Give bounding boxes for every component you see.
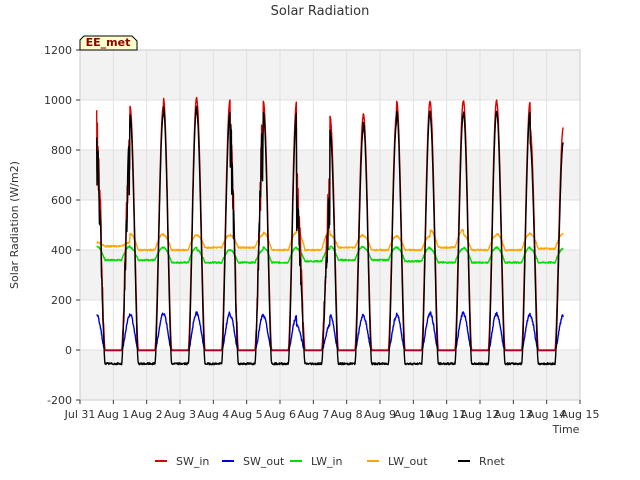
x-tick-label: Aug 3 xyxy=(164,408,196,421)
x-tick-label: Jul 31 xyxy=(64,408,96,421)
legend: SW_in SW_out LW_in LW_out Rnet xyxy=(155,455,505,468)
x-tick-label: Aug 8 xyxy=(331,408,363,421)
series-line-lw-out xyxy=(96,228,564,252)
x-axis-ticks: Jul 31 Aug 1 Aug 2 Aug 3 Aug 4 Aug 5 Aug 6 Aug … xyxy=(64,400,600,421)
legend-label-sw-out: SW_out xyxy=(243,455,285,468)
x-tick-label: Aug 12 xyxy=(461,408,500,421)
y-axis-ticks: -200 0 200 400 600 800 1000 1200 xyxy=(44,44,80,407)
y-tick-label: 800 xyxy=(51,144,72,157)
station-label-background xyxy=(79,35,138,51)
x-tick-label: Aug 7 xyxy=(297,408,329,421)
plot-frame xyxy=(79,49,581,401)
station-label-box: EE_met xyxy=(79,35,138,51)
y-axis-label: Solar Radiation (W/m2) xyxy=(8,161,21,289)
x-tick-label: Aug 6 xyxy=(264,408,296,421)
series-line-rnet xyxy=(96,105,564,366)
chart-title: Solar Radiation xyxy=(271,4,370,19)
y-tick-label: 1000 xyxy=(44,94,72,107)
x-tick-label: Aug 1 xyxy=(97,408,129,421)
y-tick-label: 0 xyxy=(65,344,72,357)
series-line-lw-in xyxy=(96,244,564,264)
station-label: EE_met xyxy=(86,36,131,49)
shaded-band-3 xyxy=(80,50,580,100)
x-tick-label: Aug 2 xyxy=(131,408,163,421)
x-tick-label: Aug 9 xyxy=(364,408,396,421)
y-tick-label: 400 xyxy=(51,244,72,257)
shaded-band-0 xyxy=(80,350,580,400)
x-tick-label: Aug 15 xyxy=(561,408,600,421)
x-tick-label: Aug 5 xyxy=(231,408,263,421)
y-tick-label: 1200 xyxy=(44,44,72,57)
legend-label-sw-in: SW_in xyxy=(176,455,209,468)
y-tick-label: -200 xyxy=(47,394,72,407)
series-line-sw-in xyxy=(96,96,564,351)
legend-label-lw-out: LW_out xyxy=(388,455,428,468)
y-tick-label: 200 xyxy=(51,294,72,307)
x-tick-label: Aug 10 xyxy=(394,408,433,421)
shaded-band-1 xyxy=(80,250,580,300)
x-tick-label: Aug 13 xyxy=(494,408,533,421)
x-axis-label: Time xyxy=(552,423,580,436)
x-tick-label: Aug 14 xyxy=(527,408,566,421)
legend-label-rnet: Rnet xyxy=(479,455,505,468)
legend-label-lw-in: LW_in xyxy=(311,455,343,468)
y-tick-label: 600 xyxy=(51,194,72,207)
x-tick-label: Aug 11 xyxy=(427,408,466,421)
series-lines xyxy=(96,96,564,366)
x-tick-label: Aug 4 xyxy=(197,408,229,421)
